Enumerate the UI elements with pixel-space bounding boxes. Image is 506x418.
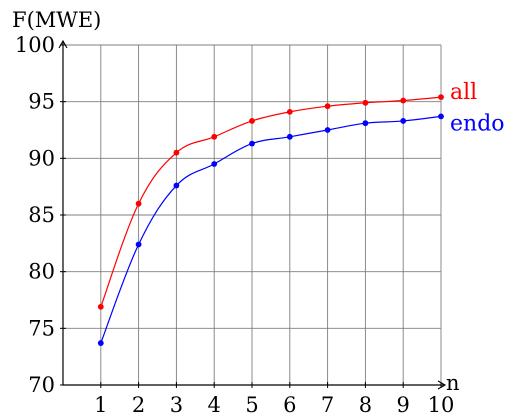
labels-group: 70 75 80 85 90 95 100 1 2 3 4 5 6 7 8 9 10 all endo [15,33,505,417]
y-tick-label: 80 [28,260,55,284]
data-point-all [135,200,142,207]
series-label-endo: endo [450,111,505,136]
x-tick-label: 3 [170,393,183,417]
data-point-endo [249,140,255,147]
x-tick-label: 9 [397,393,410,417]
x-axis-label: n [446,371,460,395]
data-point-endo [400,118,407,124]
axes [58,39,447,390]
data-point-endo [97,340,104,346]
data-point-all [173,149,180,156]
y-tick-label: 90 [28,146,55,170]
x-tick-label: 10 [428,393,455,417]
y-tick-label: 95 [28,90,55,114]
data-point-endo [211,161,218,167]
data-point-all [286,108,293,115]
series-all [97,94,444,310]
series-label-all: all [450,80,477,105]
data-point-all [211,133,218,140]
x-tick-label: 4 [208,393,221,417]
x-axis-arrow [437,380,447,390]
data-point-all [400,97,407,104]
data-point-endo [135,241,142,248]
x-tick-label: 2 [132,393,145,417]
data-point-endo [438,113,444,120]
x-tick-label: 8 [359,393,372,417]
x-tick-label: 1 [94,393,107,417]
data-point-all [97,303,104,310]
grid [63,44,442,385]
y-tick-label: 70 [28,373,55,397]
y-tick-label: 100 [15,33,55,57]
data-point-endo [324,127,331,133]
data-point-all [362,99,369,106]
y-tick-label: 75 [28,316,55,340]
y-tick-label: 85 [28,203,55,227]
series-line-all [100,96,442,308]
data-point-endo [173,182,180,189]
data-point-all [438,94,444,101]
x-tick-label: 7 [321,393,334,417]
series-endo [97,113,444,346]
data-point-all [249,118,255,124]
series-group [97,94,444,346]
data-point-all [324,103,331,110]
data-point-endo [362,120,369,127]
x-tick-label: 6 [283,393,296,417]
data-point-endo [286,133,293,140]
y-axis-label: F(MWE) [12,8,101,32]
series-line-endo [100,115,442,344]
x-tick-label: 5 [245,393,258,417]
y-axis-arrow [58,39,68,49]
